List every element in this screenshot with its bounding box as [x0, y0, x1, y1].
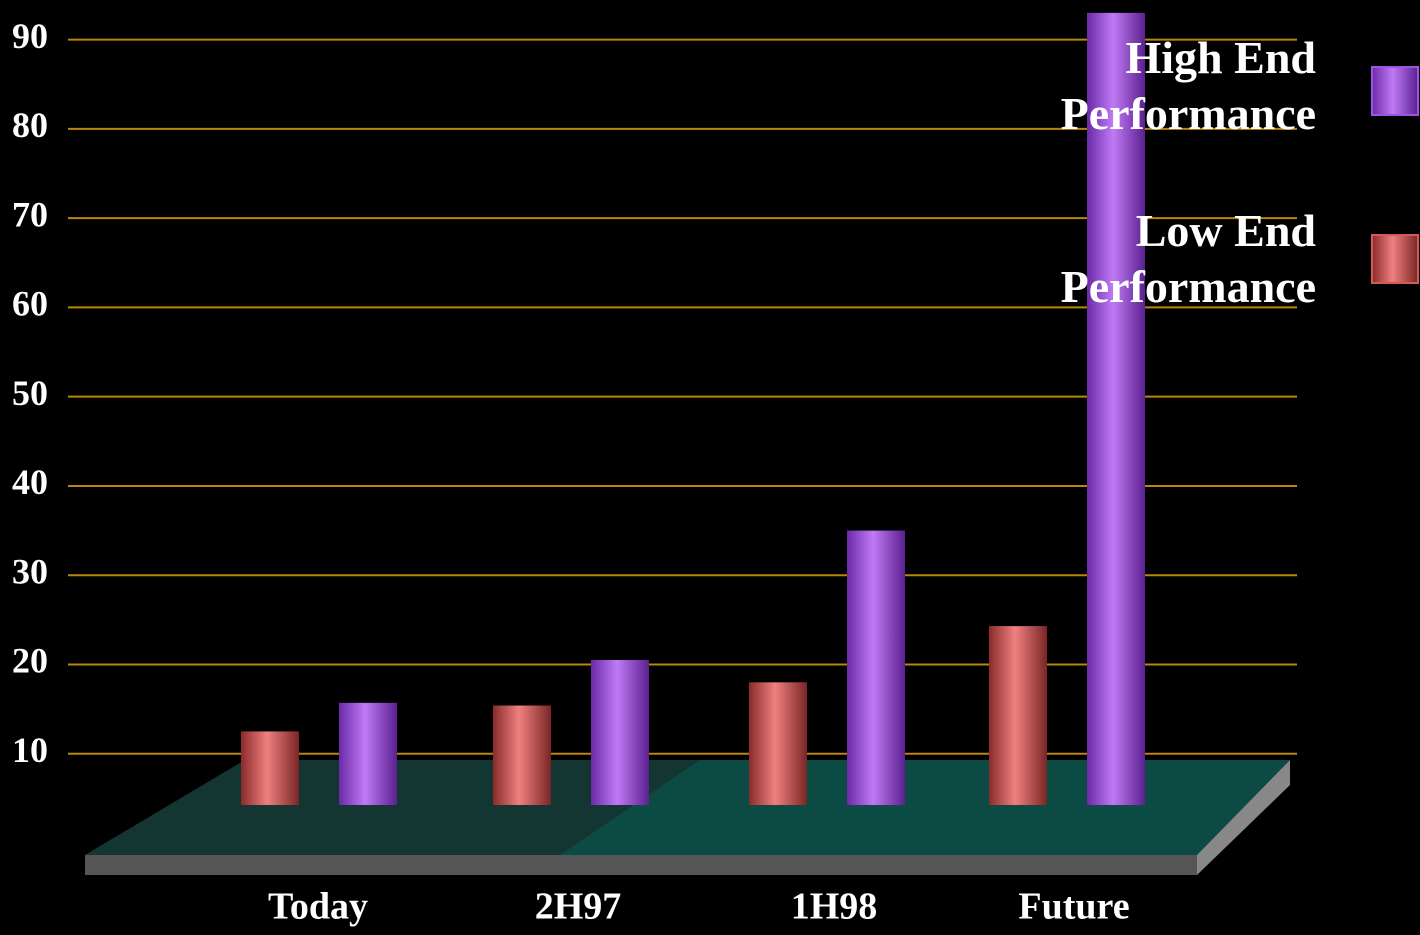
- y-tick-label: 40: [12, 462, 48, 502]
- y-tick-label: 70: [12, 194, 48, 234]
- bar: [847, 530, 905, 805]
- y-tick-label: 20: [12, 641, 48, 681]
- floor-front: [85, 855, 1197, 875]
- floor-side: [1197, 760, 1290, 875]
- bar: [241, 731, 299, 805]
- x-tick-label: Today: [268, 886, 368, 928]
- legend-swatch: [1371, 234, 1419, 284]
- x-tick-label: 1H98: [791, 886, 878, 928]
- bar: [591, 660, 649, 805]
- x-tick-label: Future: [1018, 886, 1129, 928]
- legend-label: Low End Performance: [1060, 205, 1316, 312]
- legend-label: High End Performance: [1060, 32, 1316, 139]
- bar: [749, 682, 807, 805]
- y-tick-label: 80: [12, 105, 48, 145]
- y-tick-label: 10: [12, 730, 48, 770]
- bar: [493, 705, 551, 805]
- y-tick-label: 50: [12, 373, 48, 413]
- legend-swatch: [1371, 66, 1419, 116]
- x-tick-label: 2H97: [535, 886, 622, 928]
- y-tick-label: 30: [12, 551, 48, 591]
- bar: [1087, 12, 1145, 805]
- y-tick-label: 60: [12, 284, 48, 324]
- bar: [339, 702, 397, 805]
- bar: [989, 626, 1047, 805]
- y-tick-label: 90: [12, 16, 48, 56]
